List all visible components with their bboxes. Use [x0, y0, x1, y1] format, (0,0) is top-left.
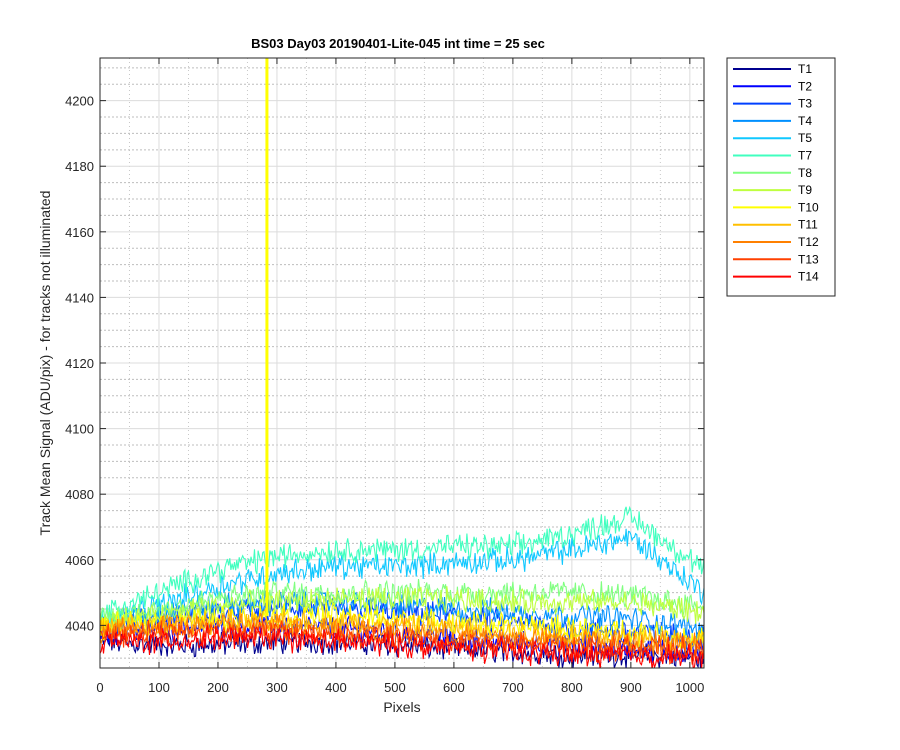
y-tick-label: 4120: [65, 356, 94, 371]
series-line-t14: [100, 625, 704, 668]
axis-ticks: 0 100 200 300 400 500 600 700 800 900 1000 4040 4060…: [65, 58, 704, 695]
x-tick-label: 300: [266, 680, 288, 695]
legend-label-t2: T2: [798, 79, 812, 93]
series-line-t11: [100, 607, 704, 655]
legend-label-t3: T3: [798, 97, 812, 111]
y-axis-label: Track Mean Signal (ADU/pix) - for tracks…: [37, 191, 53, 536]
legend-label-t4: T4: [798, 114, 812, 128]
x-tick-label: 800: [561, 680, 583, 695]
legend-label-t8: T8: [798, 166, 812, 180]
series-group: [100, 58, 704, 668]
series-line-t9: [100, 586, 704, 634]
x-tick-label: 500: [384, 680, 406, 695]
legend-label-t13: T13: [798, 252, 819, 266]
legend-label-t7: T7: [798, 149, 812, 163]
legend-label-t14: T14: [798, 270, 819, 284]
series-line-t12: [100, 612, 704, 659]
legend-label-t12: T12: [798, 235, 819, 249]
x-tick-label: 900: [620, 680, 642, 695]
legend-label-t5: T5: [798, 131, 812, 145]
x-tick-label: 1000: [675, 680, 704, 695]
y-tick-label: 4200: [65, 94, 94, 109]
y-tick-label: 4180: [65, 159, 94, 174]
series-line-t13: [100, 619, 704, 665]
legend: T1 T2 T3 T4 T5 T7 T8 T9 T10 T11 T12 T13 T14: [726, 57, 836, 297]
y-tick-label: 4080: [65, 487, 94, 502]
y-tick-label: 4160: [65, 225, 94, 240]
legend-label-t11: T11: [798, 218, 818, 232]
legend-label-t1: T1: [798, 62, 812, 76]
legend-label-t9: T9: [798, 183, 812, 197]
x-axis-label: Pixels: [383, 699, 420, 715]
chart-title: BS03 Day03 20190401-Lite-045 int time = …: [251, 36, 545, 51]
x-tick-label: 200: [207, 680, 229, 695]
x-tick-label: 700: [502, 680, 524, 695]
x-tick-label: 600: [443, 680, 465, 695]
y-tick-label: 4140: [65, 290, 94, 305]
legend-label-t10: T10: [798, 200, 819, 214]
legend-box: [726, 57, 836, 297]
y-tick-label: 4040: [65, 618, 94, 633]
x-tick-label: 0: [96, 680, 103, 695]
x-tick-label: 100: [148, 680, 170, 695]
y-tick-label: 4060: [65, 553, 94, 568]
y-tick-label: 4100: [65, 422, 94, 437]
series-line-t7: [100, 505, 704, 626]
x-tick-label: 400: [325, 680, 347, 695]
